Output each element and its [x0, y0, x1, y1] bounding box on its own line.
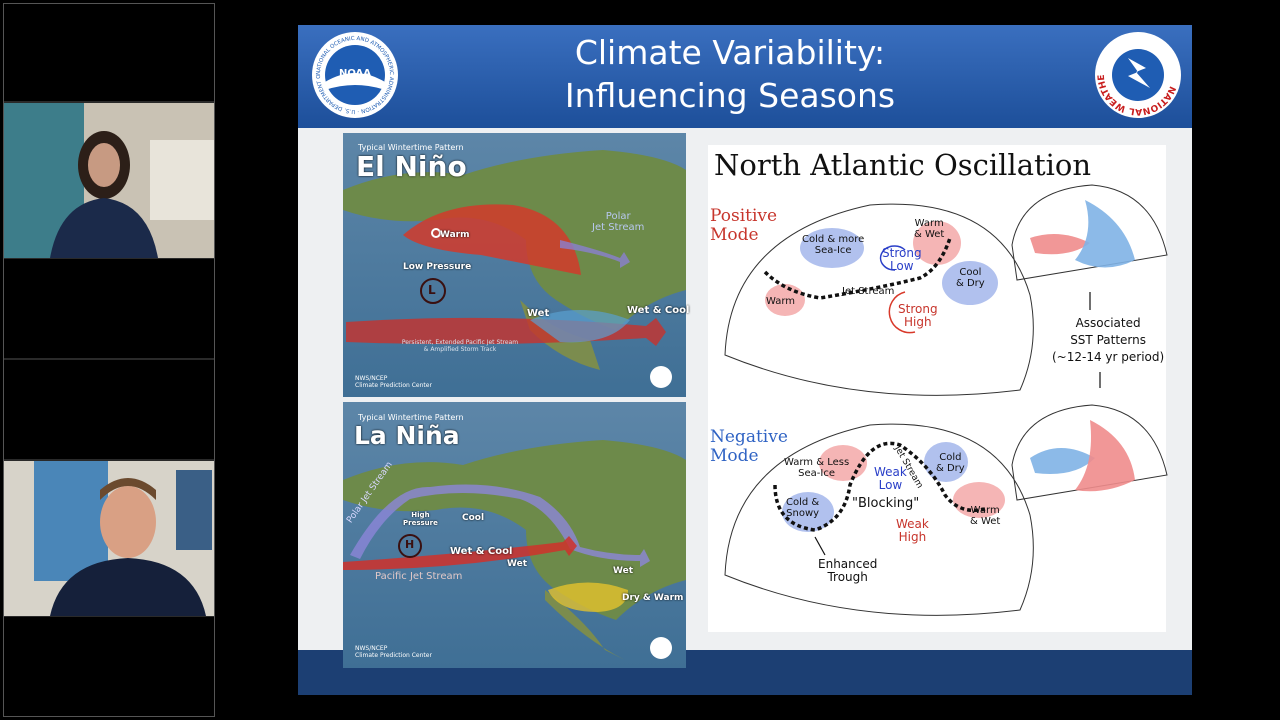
map-caption: Typical Wintertime Pattern [358, 413, 464, 422]
map-label: Wet [527, 308, 550, 319]
map-label: Low Pressure [403, 262, 472, 272]
nao-label: Cold & more Sea-Ice [802, 234, 865, 256]
nao-label: Warm [766, 296, 796, 307]
map-heading: La Niña [354, 421, 460, 450]
map-label: Wet & Cool [450, 546, 513, 557]
map-label: High Pressure [403, 511, 438, 527]
map-label: Wet [613, 566, 634, 576]
nao-label: Warm & Wet [914, 218, 945, 240]
nao-label: "Blocking" [852, 496, 920, 511]
map-label: Wet & Cool [627, 305, 690, 316]
map-label: Pacific Jet Stream [375, 571, 463, 582]
nao-title: North Atlantic Oscillation [714, 148, 1092, 182]
nao-figure [708, 145, 1168, 632]
la-nina-map [343, 402, 686, 668]
nao-label: Warm & Less Sea-Ice [784, 457, 850, 479]
nao-label: Associated SST Patterns (~12-14 yr perio… [1052, 316, 1165, 364]
map-credit: NWS/NCEP Climate Prediction Center [355, 375, 432, 389]
map-label: Dry & Warm [622, 593, 684, 603]
nao-label: Jet Stream [842, 286, 895, 297]
map-caption: Typical Wintertime Pattern [358, 143, 464, 152]
map-label: Polar Jet Stream [592, 211, 645, 233]
el-nino-map [343, 133, 686, 397]
mode-label: Negative Mode [710, 427, 788, 466]
map-label: Warm [440, 230, 470, 240]
map-label: Wet [507, 559, 528, 569]
pressure-symbol: L [428, 283, 436, 297]
map-note: Persistent, Extended Pacific Jet Stream … [401, 339, 519, 353]
nao-label: Weak High [896, 517, 929, 545]
map-credit: NWS/NCEP Climate Prediction Center [355, 645, 432, 659]
map-label: Cool [462, 513, 485, 523]
nao-label: Cool & Dry [956, 267, 985, 289]
map-heading: El Niño [356, 150, 467, 183]
nao-label: Cold & Snowy [786, 497, 820, 519]
participant-video-1[interactable] [4, 103, 214, 258]
nao-label: Enhanced Trough [818, 557, 878, 585]
participant-video-2[interactable] [4, 461, 214, 616]
noaa-abbr: NOAA [338, 68, 372, 79]
nao-label: Weak Low [874, 465, 907, 493]
nao-label: Warm & Wet [970, 505, 1001, 527]
mode-label: Positive Mode [710, 206, 778, 245]
nao-label: Strong Low [882, 246, 922, 274]
nao-label: Strong High [898, 302, 938, 330]
nao-label: Cold & Dry [936, 452, 965, 474]
slide-title: Climate Variability: Influencing Seasons [564, 33, 896, 115]
pressure-symbol: H [405, 538, 415, 551]
